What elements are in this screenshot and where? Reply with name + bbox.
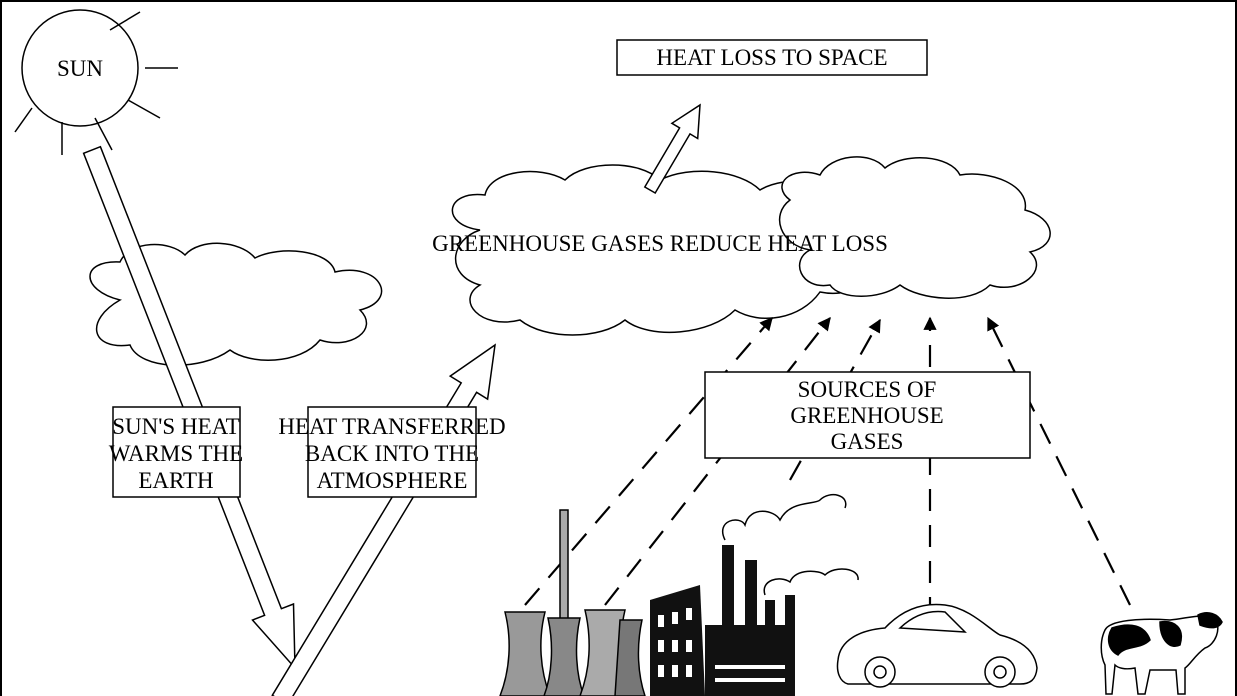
sun-label: SUN — [57, 56, 103, 81]
text-line: BACK INTO THE — [305, 441, 479, 466]
text-line: SOURCES OF — [798, 377, 937, 402]
text-line: GREENHOUSE — [790, 403, 943, 428]
text-line: HEAT TRANSFERRED — [278, 414, 505, 439]
greenhouse-diagram: SUN HEAT LOSS TO SPACE GREENHOUSE GASES … — [0, 0, 1237, 696]
text-line: ATMOSPHERE — [317, 468, 468, 493]
text-line: EARTH — [138, 468, 213, 493]
text-line: GASES — [831, 429, 904, 454]
text-line: WARMS THE — [109, 441, 243, 466]
text-line: SUN'S HEAT — [112, 414, 239, 439]
heat-loss-label: HEAT LOSS TO SPACE — [656, 45, 887, 70]
cloud-label: GREENHOUSE GASES REDUCE HEAT LOSS — [432, 231, 888, 256]
